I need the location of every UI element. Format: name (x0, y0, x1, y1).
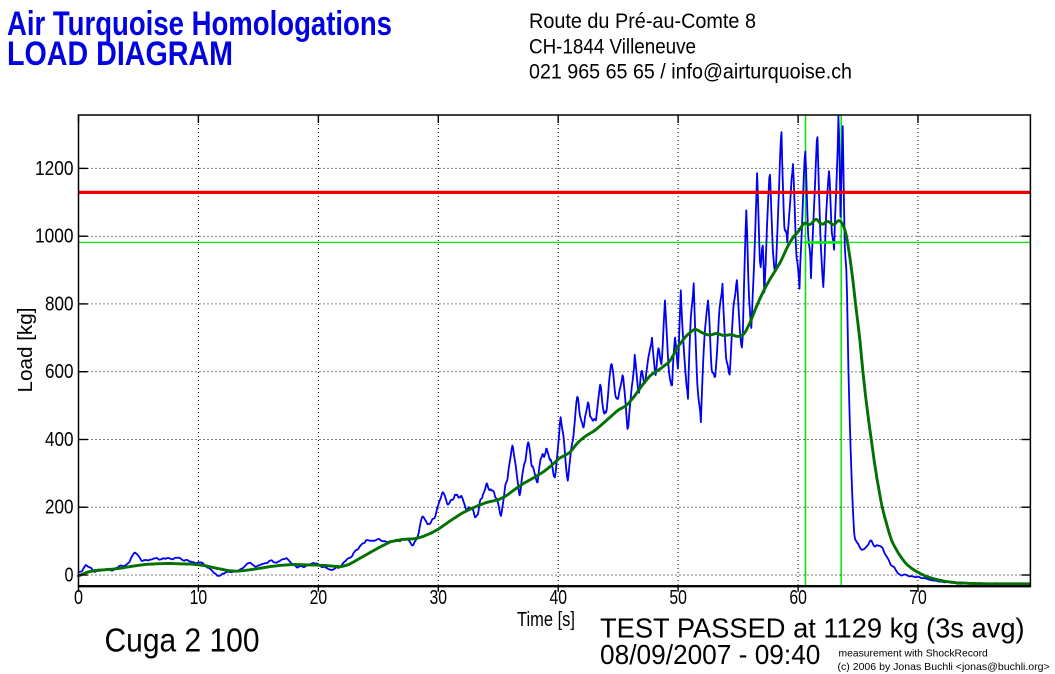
svg-text:Cuga 2 100: Cuga 2 100 (105, 623, 260, 660)
svg-text:400: 400 (45, 429, 74, 451)
svg-text:Air Turquoise Homologations: Air Turquoise Homologations (7, 5, 392, 43)
svg-text:200: 200 (45, 497, 74, 519)
svg-text:20: 20 (310, 587, 328, 609)
svg-text:10: 10 (190, 587, 208, 609)
svg-text:60: 60 (789, 587, 807, 609)
svg-text:600: 600 (45, 361, 74, 383)
svg-text:0: 0 (74, 587, 83, 609)
svg-text:08/09/2007 - 09:40: 08/09/2007 - 09:40 (600, 639, 820, 670)
svg-text:CH-1844 Villeneuve: CH-1844 Villeneuve (529, 34, 696, 58)
svg-text:70: 70 (909, 587, 927, 609)
svg-text:LOAD DIAGRAM: LOAD DIAGRAM (7, 35, 233, 73)
svg-text:1000: 1000 (35, 226, 74, 248)
svg-text:1200: 1200 (35, 158, 74, 180)
svg-text:Load [kg]: Load [kg] (15, 308, 37, 393)
svg-text:50: 50 (669, 587, 687, 609)
svg-text:021 965 65 65 / info@airturquo: 021 965 65 65 / info@airturquoise.ch (529, 60, 852, 84)
svg-text:0: 0 (65, 565, 74, 587)
svg-text:40: 40 (549, 587, 567, 609)
svg-text:Time [s]: Time [s] (517, 609, 575, 631)
svg-text:30: 30 (430, 587, 448, 609)
svg-text:TEST PASSED at 1129 kg (3s avg: TEST PASSED at 1129 kg (3s avg) (600, 612, 1025, 643)
svg-text:measurement with ShockRecord: measurement with ShockRecord (839, 648, 988, 660)
svg-text:(c) 2006 by Jonas Buchli <jona: (c) 2006 by Jonas Buchli <jonas@buchli.o… (838, 661, 1050, 673)
svg-text:Route du Pré-au-Comte 8: Route du Pré-au-Comte 8 (529, 9, 756, 33)
svg-text:800: 800 (45, 293, 74, 315)
